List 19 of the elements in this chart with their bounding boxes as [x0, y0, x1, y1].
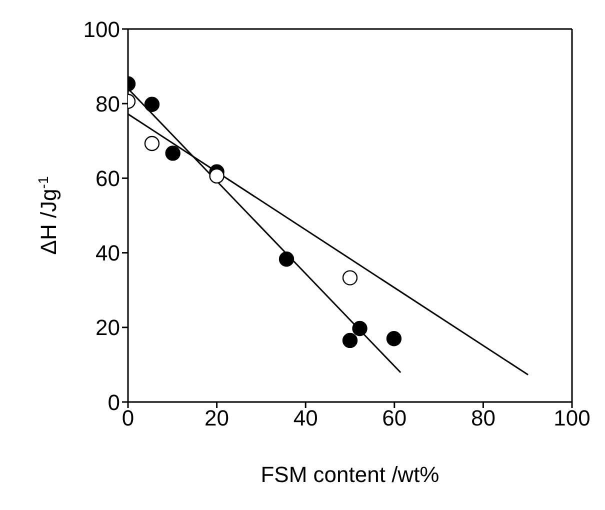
point: [209, 168, 224, 184]
x-tick-label: 40: [293, 406, 318, 431]
point: [278, 252, 294, 267]
x-tick-label: 80: [470, 406, 496, 431]
y-tick-label: 100: [83, 16, 120, 42]
point: [342, 332, 358, 348]
y-tick-label: 40: [96, 240, 120, 266]
x-tick-label: 20: [204, 406, 230, 431]
point: [386, 330, 402, 346]
y-tick-label: 60: [96, 166, 120, 192]
y-tick-label: 80: [96, 91, 120, 116]
x-tick-label: 60: [382, 406, 407, 431]
point: [165, 146, 180, 161]
y-tick-label: 20: [96, 315, 120, 340]
x-tick-label: 100: [554, 406, 590, 431]
x-axis-title: FSM content /wt%: [260, 462, 440, 487]
point: [352, 320, 368, 336]
point: [144, 96, 160, 112]
y-tick-label: 0: [108, 390, 120, 415]
